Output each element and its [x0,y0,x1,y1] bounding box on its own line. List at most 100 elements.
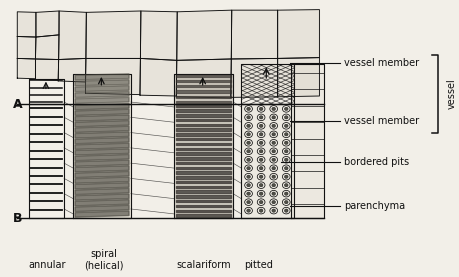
Ellipse shape [259,150,263,153]
Ellipse shape [271,141,275,144]
Polygon shape [277,58,319,97]
Text: parenchyma: parenchyma [344,201,405,211]
Ellipse shape [284,184,287,187]
Polygon shape [58,58,86,82]
Polygon shape [75,86,129,92]
Ellipse shape [259,209,263,212]
Ellipse shape [259,141,263,144]
Polygon shape [75,97,129,103]
Ellipse shape [259,133,263,136]
Ellipse shape [271,133,275,136]
Polygon shape [75,132,129,138]
Ellipse shape [246,201,250,204]
Polygon shape [35,59,58,80]
Ellipse shape [259,201,263,204]
Ellipse shape [284,175,287,178]
Ellipse shape [271,166,275,170]
Polygon shape [86,11,140,58]
Ellipse shape [259,184,263,187]
Ellipse shape [246,184,250,187]
Polygon shape [17,12,36,37]
Ellipse shape [246,158,250,161]
Ellipse shape [246,209,250,212]
Ellipse shape [259,107,263,111]
Polygon shape [231,10,277,59]
Ellipse shape [271,201,275,204]
Polygon shape [75,109,129,116]
Ellipse shape [259,192,263,195]
Polygon shape [176,10,231,60]
Polygon shape [17,37,36,59]
Ellipse shape [284,124,287,127]
Polygon shape [140,58,176,96]
Polygon shape [75,200,129,206]
Ellipse shape [271,116,275,119]
Polygon shape [75,126,129,132]
Text: bordered pits: bordered pits [344,157,409,167]
Polygon shape [85,58,140,95]
Ellipse shape [284,158,287,161]
Text: pitted: pitted [243,260,272,270]
Polygon shape [75,91,129,98]
Ellipse shape [246,124,250,127]
Polygon shape [75,120,129,127]
Text: vessel: vessel [446,78,456,109]
Ellipse shape [284,201,287,204]
Polygon shape [35,35,59,60]
Ellipse shape [246,133,250,136]
Polygon shape [75,137,129,144]
Ellipse shape [259,116,263,119]
Text: annular: annular [28,260,66,270]
Ellipse shape [271,184,275,187]
Polygon shape [75,149,129,155]
Ellipse shape [284,150,287,153]
Text: vessel member: vessel member [344,58,419,68]
Polygon shape [75,104,129,110]
Ellipse shape [271,209,275,212]
Ellipse shape [246,150,250,153]
Ellipse shape [271,175,275,178]
Polygon shape [75,188,129,195]
Ellipse shape [284,133,287,136]
Ellipse shape [246,107,250,111]
Polygon shape [75,171,129,178]
Ellipse shape [271,158,275,161]
Ellipse shape [259,175,263,178]
Ellipse shape [284,141,287,144]
Polygon shape [75,177,129,183]
Ellipse shape [284,192,287,195]
Polygon shape [75,211,129,217]
Ellipse shape [259,158,263,161]
Ellipse shape [284,116,287,119]
Ellipse shape [246,175,250,178]
Text: spiral
(helical): spiral (helical) [84,248,123,270]
Polygon shape [75,160,129,166]
Polygon shape [75,155,129,161]
Text: A: A [13,98,22,111]
Polygon shape [140,11,177,60]
Polygon shape [75,80,129,86]
Polygon shape [75,194,129,200]
Text: B: B [13,212,22,225]
Ellipse shape [259,166,263,170]
Ellipse shape [271,107,275,111]
Polygon shape [75,183,129,189]
Ellipse shape [246,141,250,144]
Polygon shape [75,115,129,121]
Polygon shape [75,166,129,172]
Polygon shape [75,74,129,80]
Polygon shape [36,11,59,37]
Ellipse shape [271,192,275,195]
Text: vessel member: vessel member [344,116,419,126]
Polygon shape [230,58,277,98]
Ellipse shape [284,107,287,111]
Ellipse shape [246,192,250,195]
Polygon shape [58,11,86,60]
Polygon shape [75,205,129,212]
Ellipse shape [284,166,287,170]
Polygon shape [17,58,35,79]
Ellipse shape [284,209,287,212]
Ellipse shape [271,150,275,153]
Polygon shape [75,143,129,149]
Ellipse shape [259,124,263,127]
